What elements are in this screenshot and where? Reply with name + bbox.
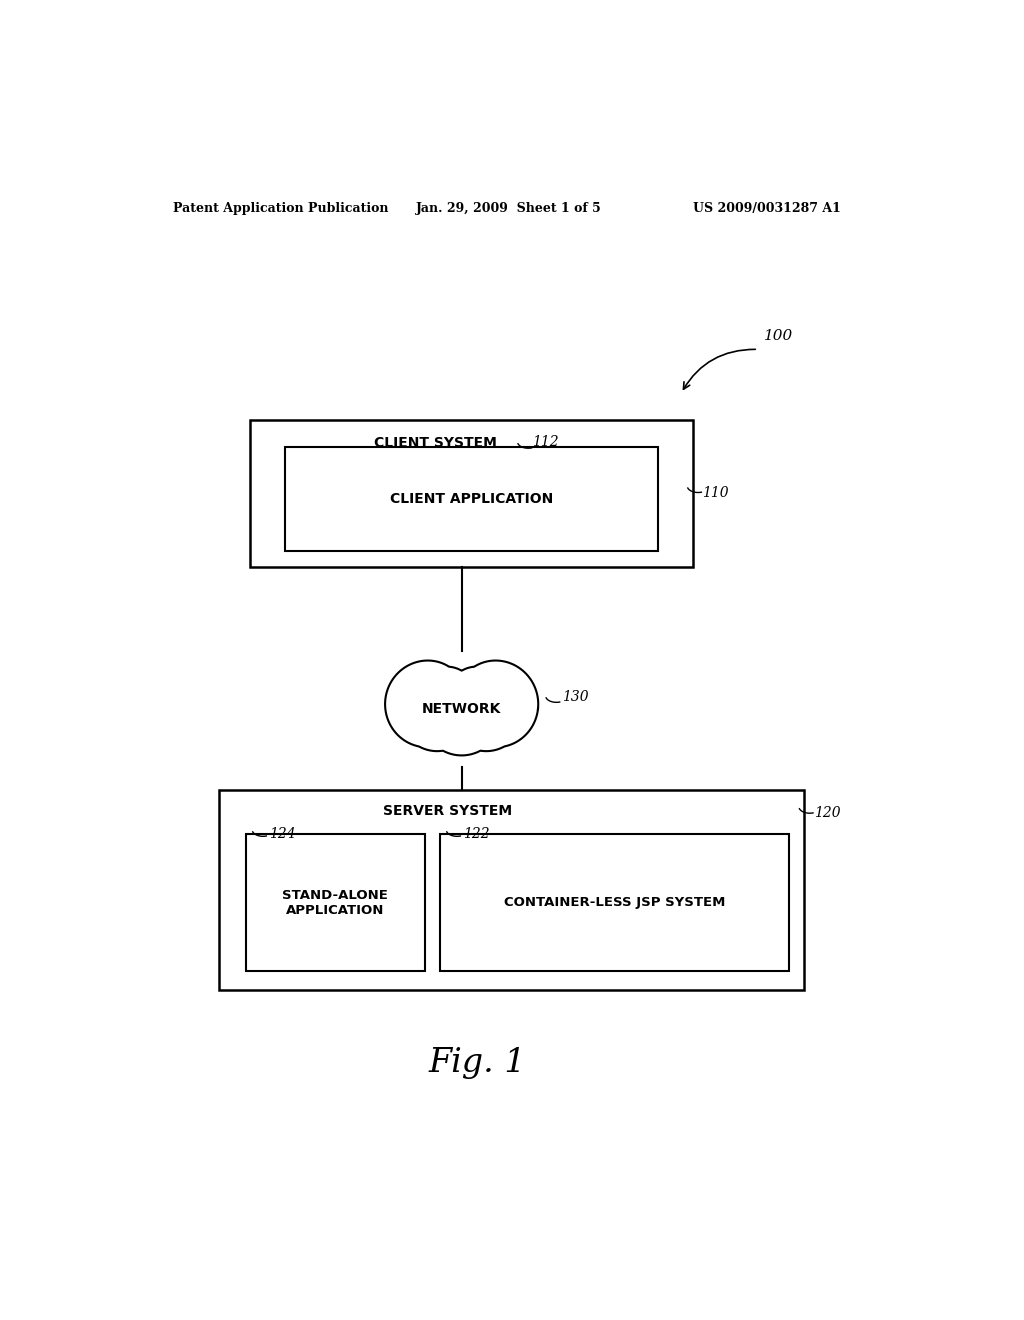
Text: 122: 122: [463, 828, 489, 841]
Text: 120: 120: [813, 807, 840, 820]
Text: 130: 130: [562, 690, 589, 705]
Polygon shape: [385, 660, 539, 755]
Text: SERVER SYSTEM: SERVER SYSTEM: [383, 804, 512, 818]
Text: STAND-ALONE
APPLICATION: STAND-ALONE APPLICATION: [283, 888, 388, 916]
Bar: [219, 789, 804, 990]
Text: 112: 112: [532, 434, 559, 449]
Text: 124: 124: [269, 828, 296, 841]
Bar: [440, 834, 788, 970]
Text: Jan. 29, 2009  Sheet 1 of 5: Jan. 29, 2009 Sheet 1 of 5: [416, 202, 601, 215]
Text: CLIENT APPLICATION: CLIENT APPLICATION: [390, 492, 553, 506]
Text: CLIENT SYSTEM: CLIENT SYSTEM: [375, 437, 498, 450]
Text: US 2009/0031287 A1: US 2009/0031287 A1: [692, 202, 841, 215]
Text: Fig. 1: Fig. 1: [428, 1047, 526, 1080]
Bar: [285, 447, 658, 552]
FancyArrowPatch shape: [683, 350, 756, 389]
Text: CONTAINER-LESS JSP SYSTEM: CONTAINER-LESS JSP SYSTEM: [504, 896, 725, 909]
Text: Patent Application Publication: Patent Application Publication: [173, 202, 388, 215]
Text: 110: 110: [701, 486, 728, 500]
Text: 100: 100: [764, 329, 793, 342]
Bar: [250, 420, 692, 566]
Bar: [246, 834, 425, 970]
Text: NETWORK: NETWORK: [422, 702, 502, 715]
